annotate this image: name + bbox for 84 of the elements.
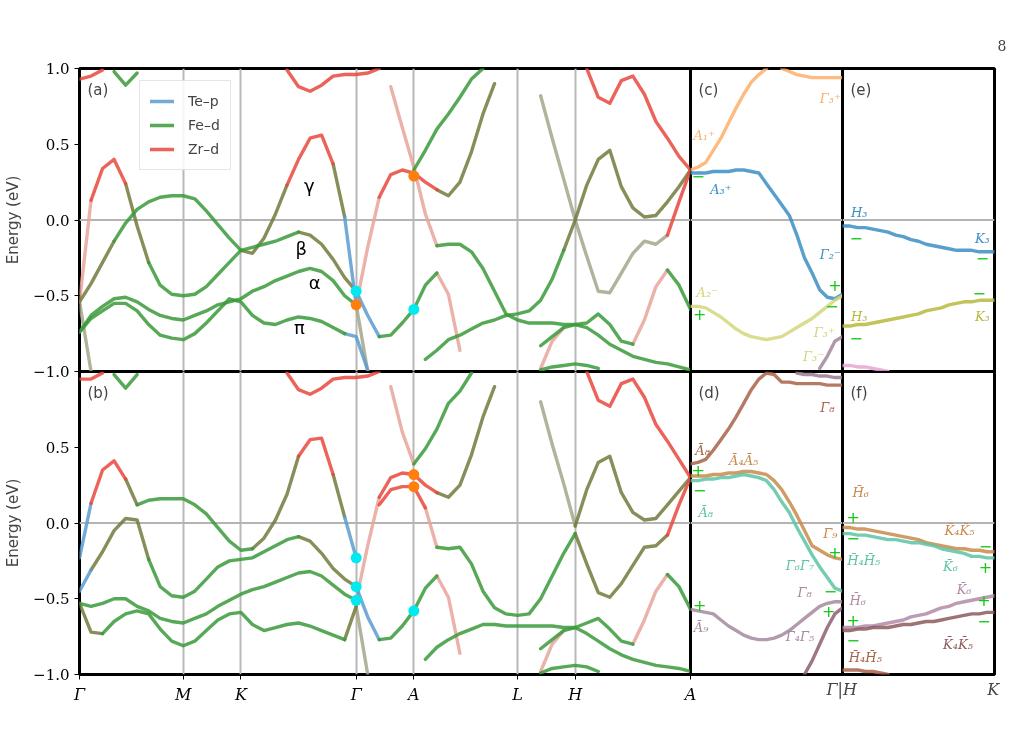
annotation: β (295, 238, 308, 260)
x-tick-label: A (406, 684, 420, 704)
legend-label: Fe–d (188, 116, 220, 135)
y-tick-label: −1.0 (33, 666, 70, 684)
annotation: Ā₄Ā₅ (728, 453, 760, 469)
y-tick-label: 0.5 (45, 135, 70, 154)
annotation: K₃ (973, 309, 990, 325)
annotation: Ā₈ (694, 442, 711, 458)
annotation: K₃ (973, 230, 990, 246)
annotation: + (691, 460, 705, 480)
text: H₃ (849, 204, 868, 220)
annotation: γ (303, 174, 315, 196)
annotation: Γ₃⁺ (812, 324, 835, 340)
annotation: (b) (87, 383, 109, 402)
annotation: − (975, 248, 990, 268)
x-tick-label: Γ (72, 684, 86, 704)
annotation: (d) (698, 383, 720, 402)
y-tick-label: 0.5 (45, 438, 70, 457)
y-tick-label: 0.0 (45, 211, 70, 230)
annotation: α (308, 271, 321, 293)
x-tick-label: L (511, 684, 523, 704)
annotation: − (972, 283, 986, 303)
annotation: H₃ (849, 309, 868, 325)
annotation: Γ₃⁺ (818, 91, 841, 107)
annotation: K̄₆ (941, 559, 958, 575)
annotation: Γ₃⁻ (802, 348, 825, 364)
annotation: − (978, 536, 993, 556)
y-axis-title: Energy (eV) (4, 175, 23, 265)
annotation: − (825, 297, 839, 317)
annotation: K̄₄K̄₅ (942, 636, 974, 652)
y-axis-title: Energy (eV) (4, 478, 23, 568)
annotation: K̄₄K̄₅ (943, 522, 976, 539)
annotation: H̄₄H̄₅ (846, 553, 882, 569)
annotation: + (828, 542, 842, 562)
annotation: Γ̄₈ (819, 400, 836, 416)
annotation: Γ̄₆Γ̄₇ (784, 557, 815, 573)
y-tick-label: 0.0 (45, 514, 70, 533)
annotation: K̄₆ (955, 581, 972, 598)
annotation: + (846, 507, 860, 527)
x-tick-label: A (682, 684, 697, 704)
annotation: − (977, 612, 991, 632)
annotation: Ā₉ (692, 620, 710, 636)
legend-label: Zr–d (188, 140, 220, 159)
annotation: (a) (87, 80, 109, 99)
y-tick-label: −0.5 (33, 287, 70, 306)
legend-label: Te–p (188, 92, 219, 111)
annotation: π (294, 317, 306, 339)
annotation: + (822, 601, 836, 621)
text: H̄₆ (851, 484, 870, 501)
annotation: − (846, 630, 860, 650)
annotation: A₁⁺ (692, 127, 715, 143)
text: (f) (850, 383, 868, 402)
x-tick-label: H (567, 684, 584, 704)
annotation: A₃⁺ (709, 182, 732, 198)
annotation: − (691, 167, 705, 187)
text: Γ|H (825, 679, 858, 699)
annotation: + (828, 276, 842, 296)
annotation: H̄₄H̄₅ (847, 649, 883, 666)
y-tick-label: −1.0 (33, 363, 70, 381)
x-tick-label: K (233, 684, 248, 704)
annotation: + (978, 557, 993, 577)
annotation: + (977, 591, 991, 611)
text: (e) (850, 80, 872, 99)
annotation: + (692, 304, 707, 324)
annotation: − (846, 529, 860, 549)
annotation: − (692, 480, 707, 500)
annotation: Γ₂⁻ (818, 247, 841, 263)
annotation: Ā₈ (697, 504, 714, 520)
annotation: H̄₆ (848, 592, 866, 608)
annotation: + (846, 610, 860, 630)
annotation: − (849, 329, 863, 349)
x-tick-label: Γ (349, 684, 363, 704)
x-tick-label: M (174, 684, 193, 704)
y-tick-label: 1.0 (45, 60, 70, 78)
text: 8 (997, 37, 1007, 54)
annotation: − (823, 582, 838, 602)
annotation: + (692, 595, 707, 615)
annotation: Γ̄₉ (822, 526, 839, 542)
annotation: Γ̄₄Γ̄₅ (784, 629, 815, 645)
annotation: − (849, 229, 863, 249)
annotation: Γ̄₈ (796, 585, 813, 601)
y-tick-label: −0.5 (33, 590, 70, 609)
annotation: A₂⁻ (695, 285, 718, 301)
annotation: (c) (698, 80, 719, 99)
